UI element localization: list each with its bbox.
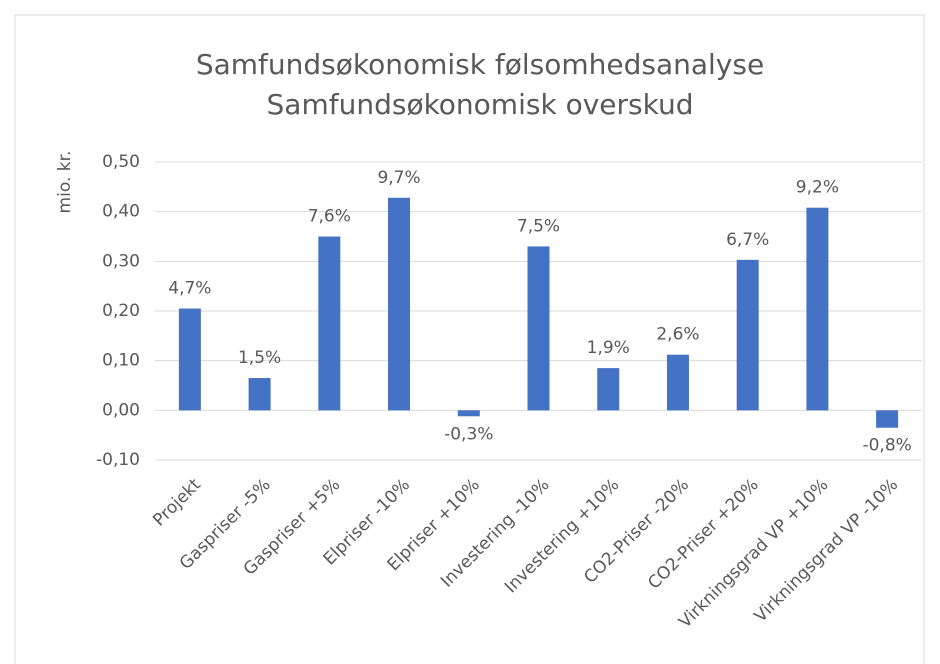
data-label: 9,2% bbox=[796, 178, 839, 198]
y-tick-label: 0,00 bbox=[102, 400, 140, 420]
y-tick-label: 0,20 bbox=[102, 301, 140, 321]
bar bbox=[527, 246, 550, 411]
chart-title: Samfundsøkonomisk følsomhedsanalyse bbox=[196, 48, 764, 81]
data-label: 9,7% bbox=[377, 168, 420, 188]
y-tick-label: 0,50 bbox=[102, 152, 140, 172]
data-label: -0,3% bbox=[444, 424, 493, 444]
chart-border bbox=[14, 14, 925, 664]
bar bbox=[248, 378, 271, 411]
y-axis-label: mio. kr. bbox=[55, 151, 75, 214]
data-label: 7,6% bbox=[308, 207, 351, 227]
y-tick-label: 0,40 bbox=[102, 202, 140, 222]
chart-subtitle: Samfundsøkonomisk overskud bbox=[267, 88, 694, 121]
data-label: 1,9% bbox=[587, 338, 630, 358]
y-tick-label: 0,10 bbox=[102, 351, 140, 371]
bar bbox=[666, 354, 689, 411]
data-label: 4,7% bbox=[168, 279, 211, 299]
y-tick-label: 0,30 bbox=[102, 251, 140, 271]
bar bbox=[388, 197, 411, 411]
bar bbox=[736, 259, 759, 411]
bar bbox=[597, 368, 620, 411]
data-label: -0,8% bbox=[862, 436, 911, 456]
data-label: 1,5% bbox=[238, 348, 281, 368]
y-tick-label: -0,10 bbox=[96, 450, 140, 470]
bar bbox=[318, 236, 341, 411]
bar bbox=[178, 308, 201, 411]
bar bbox=[806, 207, 829, 411]
bar bbox=[457, 410, 480, 417]
data-label: 2,6% bbox=[656, 325, 699, 345]
data-label: 6,7% bbox=[726, 230, 769, 250]
bar bbox=[876, 410, 899, 428]
data-label: 7,5% bbox=[517, 216, 560, 236]
